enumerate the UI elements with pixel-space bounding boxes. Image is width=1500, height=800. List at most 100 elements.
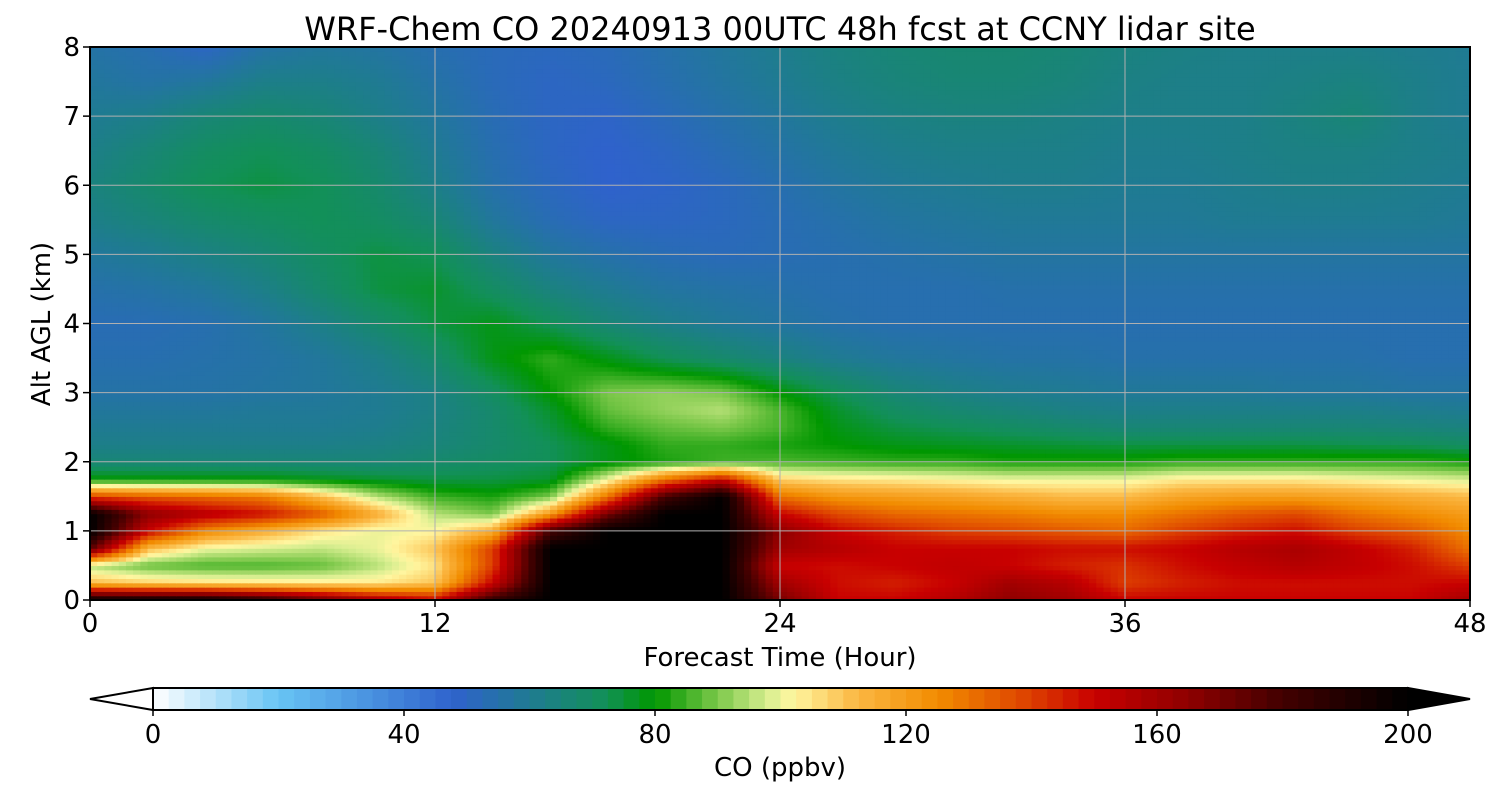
heatmap-cell bbox=[1196, 543, 1205, 549]
heatmap-cell bbox=[1455, 535, 1464, 541]
heatmap-cell bbox=[413, 522, 422, 528]
heatmap-cell bbox=[262, 582, 271, 588]
heatmap-cell bbox=[851, 491, 860, 497]
heatmap-cell bbox=[456, 535, 465, 541]
heatmap-cell bbox=[794, 517, 803, 523]
heatmap-cell bbox=[1362, 578, 1370, 584]
heatmap-cell bbox=[90, 552, 98, 558]
heatmap-cell bbox=[564, 535, 573, 541]
heatmap-cell bbox=[952, 491, 961, 497]
heatmap-cell bbox=[1275, 565, 1284, 571]
heatmap-cell bbox=[578, 522, 587, 528]
heatmap-cell bbox=[686, 504, 695, 510]
heatmap-cell bbox=[744, 535, 752, 541]
heatmap-cell bbox=[708, 491, 716, 497]
heatmap-cell bbox=[988, 539, 997, 545]
heatmap-cell bbox=[291, 552, 300, 558]
heatmap-cell bbox=[1053, 556, 1061, 562]
heatmap-cell bbox=[485, 491, 494, 497]
heatmap-cell bbox=[90, 556, 98, 562]
heatmap-cell bbox=[758, 548, 767, 554]
heatmap-cell bbox=[557, 578, 565, 584]
heatmap-cell bbox=[1232, 513, 1241, 519]
heatmap-cell bbox=[1347, 556, 1356, 562]
heatmap-cell bbox=[442, 487, 450, 493]
heatmap-cell bbox=[564, 496, 573, 502]
heatmap-cell bbox=[1139, 556, 1148, 562]
heatmap-cell bbox=[808, 578, 817, 584]
heatmap-cell bbox=[233, 556, 242, 562]
heatmap-cell bbox=[909, 595, 918, 601]
heatmap-cell bbox=[499, 574, 508, 579]
heatmap-cell bbox=[607, 509, 616, 515]
heatmap-cell bbox=[1405, 587, 1414, 592]
heatmap-cell bbox=[276, 530, 285, 536]
heatmap-cell bbox=[729, 582, 738, 588]
heatmap-cell bbox=[190, 587, 199, 592]
heatmap-cell bbox=[147, 504, 156, 510]
heatmap-cell bbox=[672, 569, 680, 575]
heatmap-cell bbox=[607, 565, 616, 571]
heatmap-cell bbox=[700, 539, 709, 545]
heatmap-cell bbox=[1024, 548, 1033, 554]
heatmap-cell bbox=[1153, 595, 1162, 601]
heatmap-cell bbox=[298, 548, 307, 554]
heatmap-cell bbox=[700, 565, 709, 571]
heatmap-cell bbox=[1211, 513, 1220, 519]
heatmap-cell bbox=[1462, 574, 1471, 579]
heatmap-cell bbox=[794, 491, 803, 497]
heatmap-cell bbox=[1268, 582, 1277, 588]
heatmap-cell bbox=[693, 487, 702, 493]
heatmap-cell bbox=[140, 513, 149, 519]
heatmap-cell bbox=[169, 530, 177, 536]
heatmap-cell bbox=[895, 569, 903, 575]
heatmap-cell bbox=[1376, 539, 1385, 545]
heatmap-cell bbox=[880, 595, 889, 601]
heatmap-cell bbox=[607, 582, 616, 588]
heatmap-cell bbox=[708, 574, 716, 579]
heatmap-cell bbox=[988, 552, 997, 558]
heatmap-cell bbox=[1117, 582, 1126, 588]
heatmap-cell bbox=[851, 582, 860, 588]
heatmap-cell bbox=[1002, 548, 1011, 554]
heatmap-cell bbox=[916, 565, 925, 571]
heatmap-cell bbox=[1031, 539, 1040, 545]
heatmap-cell bbox=[1268, 591, 1277, 597]
heatmap-cell bbox=[636, 582, 645, 588]
heatmap-cell bbox=[650, 509, 659, 515]
heatmap-cell bbox=[621, 548, 630, 554]
heatmap-cell bbox=[212, 587, 220, 592]
heatmap-cell bbox=[593, 578, 601, 584]
heatmap-cell bbox=[147, 539, 156, 545]
heatmap-cell bbox=[1419, 565, 1428, 571]
heatmap-cell bbox=[161, 513, 170, 519]
heatmap-cell bbox=[815, 500, 824, 506]
heatmap-cell bbox=[1168, 496, 1176, 502]
heatmap-cell bbox=[435, 582, 443, 588]
heatmap-cell bbox=[959, 522, 968, 528]
heatmap-cell bbox=[1333, 574, 1342, 579]
heatmap-cell bbox=[118, 574, 127, 579]
heatmap-cell bbox=[334, 582, 343, 588]
heatmap-cell bbox=[205, 509, 213, 515]
heatmap-cell bbox=[974, 569, 982, 575]
heatmap-cell bbox=[284, 548, 292, 554]
heatmap-cell bbox=[1211, 587, 1220, 592]
heatmap-cell bbox=[1089, 548, 1097, 554]
heatmap-cell bbox=[1002, 574, 1011, 579]
heatmap-cell bbox=[787, 513, 795, 519]
heatmap-cell bbox=[363, 548, 371, 554]
heatmap-cell bbox=[133, 513, 141, 519]
heatmap-cell bbox=[1376, 561, 1385, 567]
heatmap-cell bbox=[1304, 539, 1313, 545]
heatmap-cell bbox=[334, 530, 343, 536]
heatmap-cell bbox=[837, 561, 846, 567]
heatmap-cell bbox=[686, 526, 695, 532]
heatmap-cell bbox=[1067, 530, 1076, 536]
heatmap-cell bbox=[966, 548, 975, 554]
heatmap-cell bbox=[355, 496, 364, 502]
heatmap-cell bbox=[276, 556, 285, 562]
heatmap-cell bbox=[1412, 522, 1421, 528]
heatmap-cell bbox=[629, 539, 637, 545]
heatmap-cell bbox=[312, 578, 321, 584]
